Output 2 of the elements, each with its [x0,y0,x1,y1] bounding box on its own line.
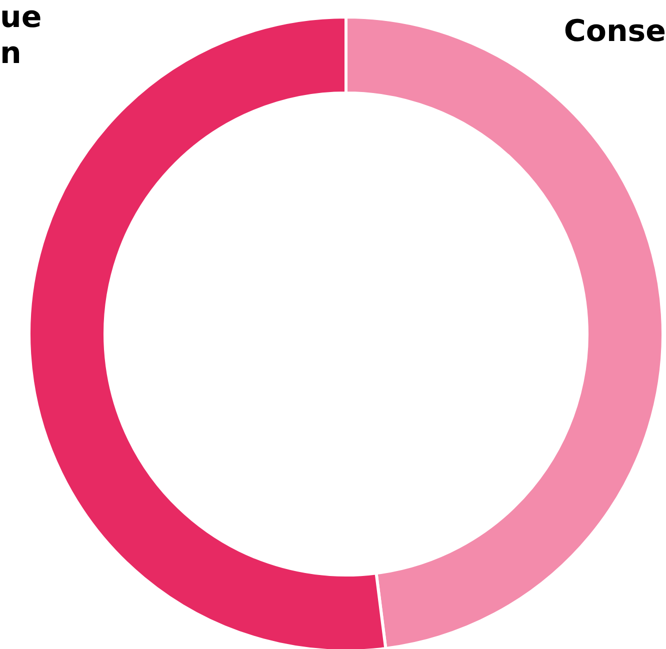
slice-label: Conse [564,14,666,50]
slice-label: ue n [0,0,42,72]
